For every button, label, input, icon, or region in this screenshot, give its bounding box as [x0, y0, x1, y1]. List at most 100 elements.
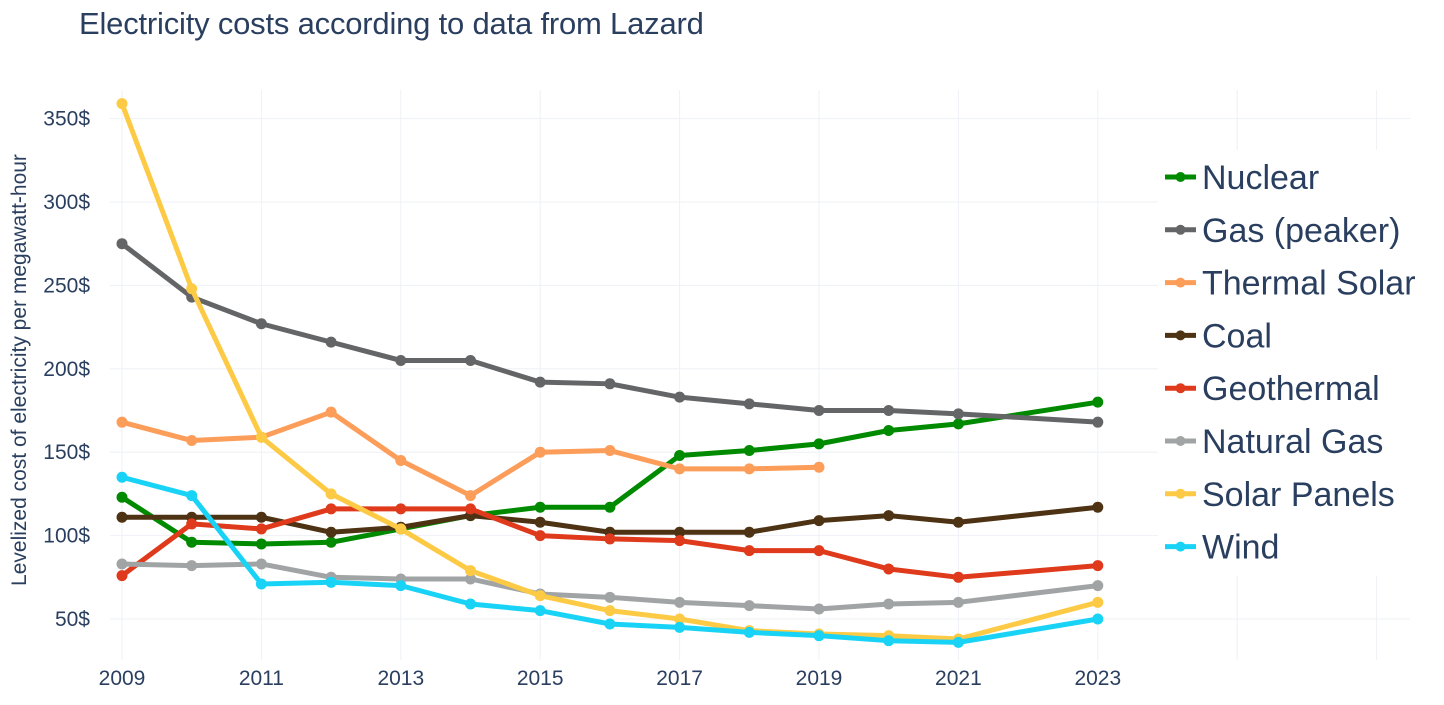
data-point-thermal-solar[interactable]: [604, 445, 616, 457]
data-point-gas-peaker[interactable]: [116, 238, 128, 250]
legend-item-geothermal[interactable]: Geothermal: [1165, 370, 1380, 408]
data-point-solar-panels[interactable]: [255, 431, 267, 443]
data-point-coal[interactable]: [1092, 501, 1104, 513]
data-point-solar-panels[interactable]: [325, 488, 337, 500]
legend-item-natural-gas[interactable]: Natural Gas: [1165, 423, 1383, 461]
data-point-thermal-solar[interactable]: [534, 446, 546, 458]
data-point-gas-peaker[interactable]: [952, 408, 964, 420]
legend-item-gas-peaker[interactable]: Gas (peaker): [1165, 212, 1400, 250]
legend-item-coal[interactable]: Coal: [1165, 317, 1272, 355]
data-point-wind[interactable]: [116, 471, 128, 483]
data-point-gas-peaker[interactable]: [325, 336, 337, 348]
data-point-nuclear[interactable]: [674, 450, 686, 462]
data-point-natural-gas[interactable]: [813, 603, 825, 615]
data-point-coal[interactable]: [325, 526, 337, 538]
data-point-thermal-solar[interactable]: [325, 406, 337, 418]
data-point-wind[interactable]: [883, 635, 895, 647]
data-point-geothermal[interactable]: [395, 503, 407, 515]
data-point-nuclear[interactable]: [743, 445, 755, 457]
data-point-nuclear[interactable]: [186, 536, 198, 548]
data-point-wind[interactable]: [674, 621, 686, 633]
data-point-geothermal[interactable]: [186, 518, 198, 530]
data-point-thermal-solar[interactable]: [186, 435, 198, 447]
data-point-solar-panels[interactable]: [465, 565, 476, 577]
data-point-gas-peaker[interactable]: [674, 391, 686, 403]
data-point-gas-peaker[interactable]: [534, 376, 546, 388]
data-point-natural-gas[interactable]: [1092, 580, 1104, 592]
data-point-geothermal[interactable]: [743, 545, 755, 557]
data-point-geothermal[interactable]: [255, 523, 267, 535]
data-point-nuclear[interactable]: [116, 491, 128, 503]
data-point-coal[interactable]: [883, 510, 895, 522]
data-point-natural-gas[interactable]: [883, 598, 895, 610]
data-point-natural-gas[interactable]: [465, 573, 476, 585]
data-point-nuclear[interactable]: [883, 425, 895, 437]
data-point-solar-panels[interactable]: [116, 98, 128, 110]
data-point-coal[interactable]: [674, 526, 686, 538]
data-point-wind[interactable]: [255, 578, 267, 590]
data-point-wind[interactable]: [952, 636, 964, 648]
data-point-nuclear[interactable]: [1092, 396, 1104, 408]
data-point-geothermal[interactable]: [465, 503, 476, 515]
data-point-natural-gas[interactable]: [186, 560, 198, 572]
data-point-geothermal[interactable]: [1092, 560, 1104, 572]
legend-item-wind[interactable]: Wind: [1165, 529, 1279, 567]
data-point-natural-gas[interactable]: [674, 596, 686, 608]
data-point-natural-gas[interactable]: [743, 600, 755, 612]
data-point-nuclear[interactable]: [255, 538, 267, 550]
data-point-gas-peaker[interactable]: [883, 405, 895, 416]
legend-item-nuclear[interactable]: Nuclear: [1165, 159, 1319, 197]
data-point-coal[interactable]: [952, 516, 964, 528]
legend-item-thermal-solar[interactable]: Thermal Solar: [1165, 265, 1416, 303]
data-point-geothermal[interactable]: [883, 563, 895, 575]
data-point-natural-gas[interactable]: [952, 596, 964, 608]
data-point-geothermal[interactable]: [325, 503, 337, 515]
data-point-solar-panels[interactable]: [186, 283, 198, 295]
data-point-nuclear[interactable]: [813, 438, 825, 450]
data-point-solar-panels[interactable]: [395, 523, 407, 535]
data-point-geothermal[interactable]: [116, 570, 128, 582]
data-point-geothermal[interactable]: [534, 530, 546, 542]
data-point-wind[interactable]: [743, 626, 755, 638]
data-point-natural-gas[interactable]: [604, 591, 616, 603]
data-point-geothermal[interactable]: [813, 545, 825, 557]
data-point-wind[interactable]: [813, 630, 825, 642]
data-point-geothermal[interactable]: [674, 535, 686, 547]
data-point-thermal-solar[interactable]: [395, 455, 407, 467]
data-point-coal[interactable]: [813, 515, 825, 527]
data-point-geothermal[interactable]: [604, 533, 616, 545]
data-point-thermal-solar[interactable]: [743, 463, 755, 475]
data-point-gas-peaker[interactable]: [255, 318, 267, 330]
data-point-solar-panels[interactable]: [1092, 596, 1104, 608]
data-point-natural-gas[interactable]: [116, 558, 128, 570]
legend-item-solar-panels[interactable]: Solar Panels: [1165, 476, 1395, 514]
data-point-thermal-solar[interactable]: [674, 463, 686, 475]
data-point-coal[interactable]: [116, 511, 128, 523]
data-point-solar-panels[interactable]: [604, 605, 616, 617]
data-point-nuclear[interactable]: [325, 536, 337, 548]
data-point-wind[interactable]: [1092, 613, 1104, 625]
data-point-thermal-solar[interactable]: [465, 490, 476, 502]
data-point-wind[interactable]: [534, 605, 546, 617]
data-point-gas-peaker[interactable]: [604, 378, 616, 390]
data-point-wind[interactable]: [465, 598, 476, 610]
data-point-wind[interactable]: [395, 580, 407, 592]
data-point-gas-peaker[interactable]: [395, 354, 407, 366]
data-point-coal[interactable]: [255, 511, 267, 523]
data-point-solar-panels[interactable]: [674, 613, 686, 625]
data-point-solar-panels[interactable]: [534, 590, 546, 602]
data-point-gas-peaker[interactable]: [465, 354, 476, 366]
data-point-wind[interactable]: [186, 490, 198, 502]
data-point-wind[interactable]: [325, 576, 337, 588]
data-point-nuclear[interactable]: [534, 501, 546, 513]
data-point-coal[interactable]: [743, 526, 755, 538]
data-point-coal[interactable]: [534, 516, 546, 528]
data-point-gas-peaker[interactable]: [813, 405, 825, 416]
data-point-nuclear[interactable]: [952, 418, 964, 430]
data-point-gas-peaker[interactable]: [743, 398, 755, 410]
data-point-nuclear[interactable]: [604, 501, 616, 513]
data-point-thermal-solar[interactable]: [116, 416, 128, 428]
data-point-wind[interactable]: [604, 618, 616, 630]
data-point-thermal-solar[interactable]: [813, 461, 825, 473]
data-point-geothermal[interactable]: [952, 571, 964, 583]
